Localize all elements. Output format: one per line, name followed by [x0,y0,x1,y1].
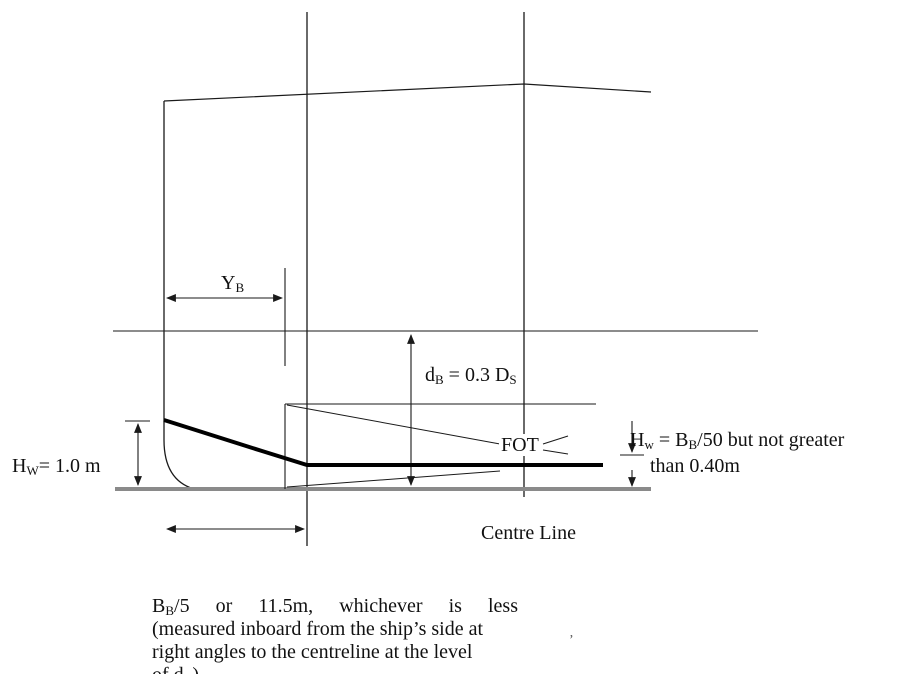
note-line-4: of dB) [152,664,518,674]
inner-bottom-thick-line [163,418,603,467]
hw-rule-label-line2: than 0.40m [650,455,740,477]
fot-dash-lower [542,449,569,455]
note-line-3: right angles to the centreline at the le… [152,641,473,663]
yb-label: YB [221,272,245,295]
note-line-2: (measured inboard from the ship’s side a… [152,618,484,640]
stray-mark: ’ [569,633,574,648]
fot-dash-upper [542,435,569,445]
centre-line-label: Centre Line [481,522,576,544]
note-line-1: BB/5 or 11.5m, whichever is less [152,595,518,618]
hw-label: HW= 1.0 m [12,455,101,478]
hw-rule-label: Hw = BB/50 but not greater [630,429,845,452]
fot-taper-upper [286,404,501,445]
db-label: dB = 0.3 DS [425,364,517,387]
fot-taper-lower [286,470,501,488]
fot-label: FOT [499,434,541,456]
ship-side-line [163,101,195,490]
deck-line [163,83,652,102]
width-definition-note: BB/5 or 11.5m, whichever is less (measur… [152,595,518,674]
